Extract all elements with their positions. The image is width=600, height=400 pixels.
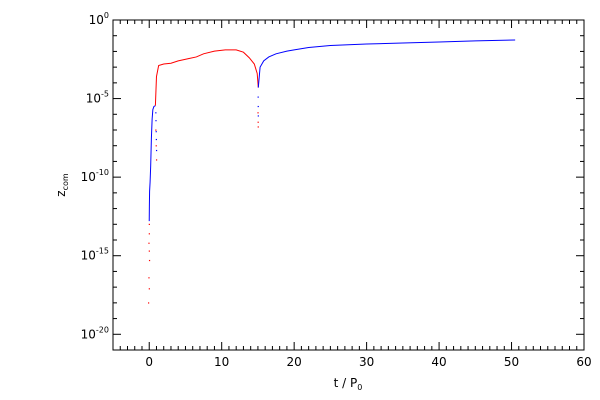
- series-point: [155, 138, 157, 141]
- series-point: [148, 259, 151, 262]
- series-group: [148, 39, 516, 304]
- series-point: [257, 96, 259, 98]
- series-point: [257, 121, 259, 123]
- series-point: [148, 242, 150, 244]
- series-line-0: [148, 105, 156, 222]
- y-tick-label: 100: [89, 11, 109, 27]
- series-point: [148, 288, 150, 290]
- series-point: [257, 126, 259, 128]
- series-point: [155, 120, 157, 122]
- series-point: [155, 145, 157, 147]
- series-point: [155, 112, 157, 114]
- series-point: [257, 105, 259, 108]
- series-point: [155, 129, 157, 131]
- y-tick-label: 10-20: [81, 325, 109, 341]
- series-point: [155, 149, 158, 152]
- series-point: [148, 277, 150, 279]
- x-axis-label: t / P0: [334, 376, 363, 392]
- series-point: [155, 159, 158, 161]
- y-tick-label: 10-10: [81, 168, 109, 184]
- series-point: [257, 112, 259, 114]
- x-tick-label: 40: [431, 355, 446, 369]
- x-tick-label: 30: [359, 355, 374, 369]
- series-point: [148, 302, 150, 304]
- series-line-1: [154, 49, 259, 106]
- y-axis-label: zcom: [54, 173, 70, 197]
- y-tick-label: 10-5: [86, 90, 109, 106]
- x-tick-label: 60: [576, 355, 591, 369]
- x-tick-label: 10: [214, 355, 229, 369]
- plot-frame: [112, 19, 585, 351]
- y-tick-label: 10-15: [81, 247, 109, 263]
- y-axis: 100 10-5 10-10 10-15 10-20: [81, 11, 584, 351]
- series-point: [148, 223, 150, 225]
- x-tick-label: 50: [504, 355, 519, 369]
- series-point: [148, 233, 150, 235]
- series-point: [155, 131, 157, 133]
- series-point: [148, 250, 150, 252]
- x-tick-label: 20: [287, 355, 302, 369]
- series-point: [257, 115, 259, 117]
- x-tick-label: 0: [145, 355, 153, 369]
- series-line-2: [257, 39, 516, 88]
- x-axis: 0 10 20 30 40 50 60: [112, 20, 592, 369]
